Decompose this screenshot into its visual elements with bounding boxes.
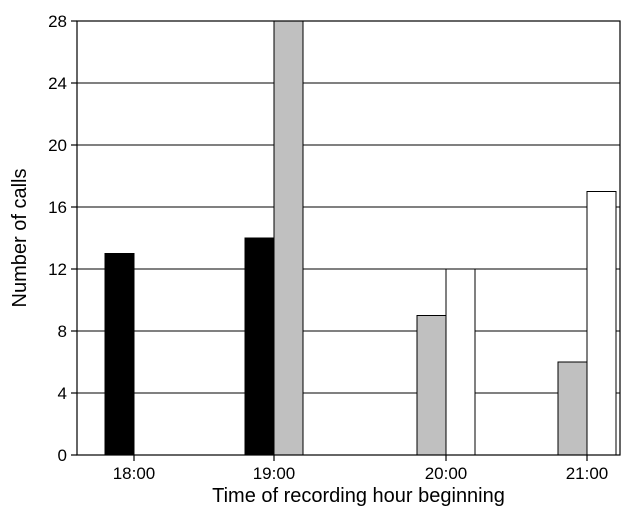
x-tick-label: 21:00 <box>566 464 609 483</box>
bar-1800-series-1 <box>104 253 135 456</box>
bar-2100-series-3 <box>586 191 617 456</box>
y-tick-label: 24 <box>48 74 67 93</box>
x-tick-label: 20:00 <box>425 464 468 483</box>
y-tick-label: 8 <box>58 322 67 341</box>
bar-1900-series-1 <box>244 237 275 456</box>
y-tick-label: 16 <box>48 198 67 217</box>
x-axis-ticks: 18:00 19:00 20:00 21:00 <box>113 455 609 483</box>
bar-2100-series-2 <box>557 361 588 456</box>
y-axis-ticks: 0 4 8 12 16 20 24 28 <box>48 12 77 465</box>
y-tick-label: 20 <box>48 136 67 155</box>
x-axis-title: Time of recording hour beginning <box>212 485 505 507</box>
y-tick-label: 12 <box>48 260 67 279</box>
x-tick-label: 18:00 <box>113 464 156 483</box>
y-axis-title: Number of calls <box>9 169 31 308</box>
bar-2000-series-3 <box>445 268 476 456</box>
bar-2000-series-2 <box>416 315 447 456</box>
y-tick-label: 4 <box>58 384 67 403</box>
y-tick-label: 28 <box>48 12 67 31</box>
x-tick-label: 19:00 <box>253 464 296 483</box>
plot-frame <box>76 20 621 456</box>
y-tick-label: 0 <box>58 446 67 465</box>
grid-lines <box>77 82 620 394</box>
bar-1900-series-2 <box>273 20 304 456</box>
bars <box>104 20 617 456</box>
